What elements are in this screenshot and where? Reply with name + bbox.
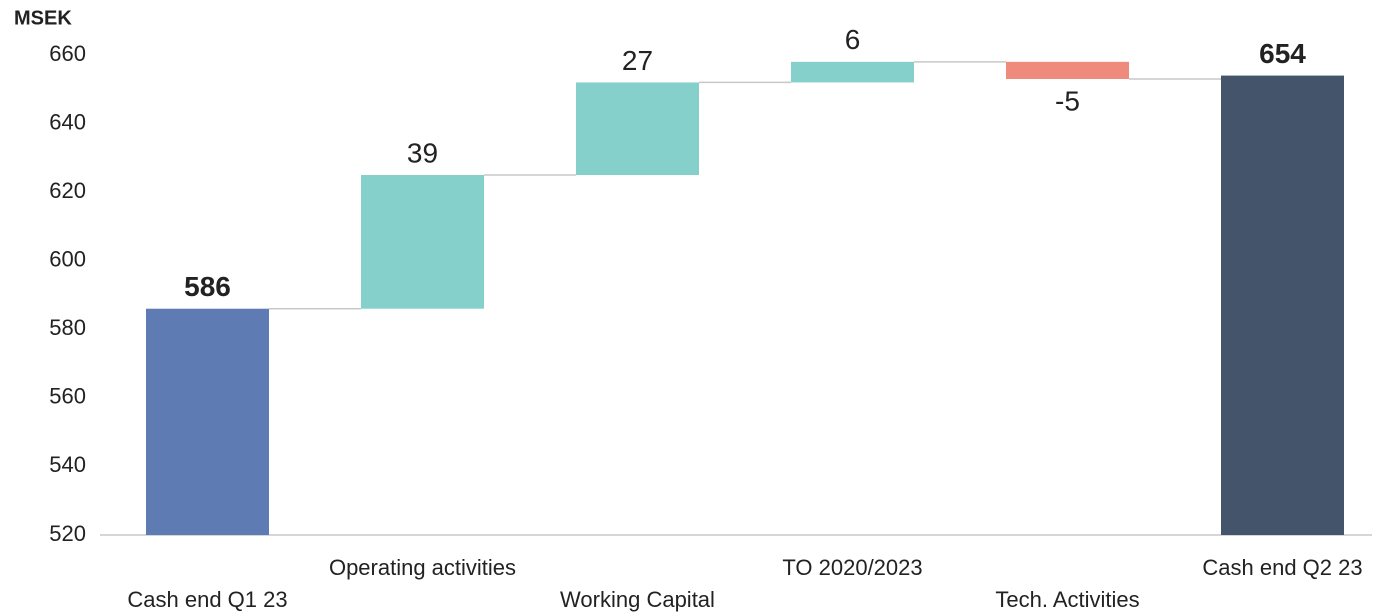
y-tick-label: 520 (49, 521, 86, 546)
data-label: 654 (1259, 38, 1306, 69)
x-tick-label: Tech. Activities (995, 587, 1139, 612)
data-label: 27 (622, 45, 653, 76)
data-label: -5 (1055, 85, 1080, 116)
y-tick-label: 540 (49, 452, 86, 477)
x-tick-label: Cash end Q1 23 (127, 587, 287, 612)
increase-bar (576, 82, 699, 175)
data-label: 39 (407, 137, 438, 168)
increase-bar (361, 175, 484, 309)
data-label: 586 (184, 271, 231, 302)
total-bar (146, 308, 269, 535)
data-label: 6 (845, 24, 861, 55)
y-tick-label: 600 (49, 247, 86, 272)
y-tick-label: 620 (49, 178, 86, 203)
y-tick-label: 560 (49, 384, 86, 409)
y-axis-label: MSEK (14, 7, 72, 29)
y-tick-label: 660 (49, 41, 86, 66)
y-tick-label: 640 (49, 109, 86, 134)
decrease-bar (1006, 61, 1129, 79)
x-tick-label: Working Capital (560, 587, 715, 612)
increase-bar (791, 61, 914, 83)
x-tick-label: Cash end Q2 23 (1202, 555, 1362, 580)
total-bar (1221, 75, 1344, 536)
y-tick-label: 580 (49, 315, 86, 340)
x-tick-label: Operating activities (329, 555, 516, 580)
x-tick-label: TO 2020/2023 (782, 555, 922, 580)
